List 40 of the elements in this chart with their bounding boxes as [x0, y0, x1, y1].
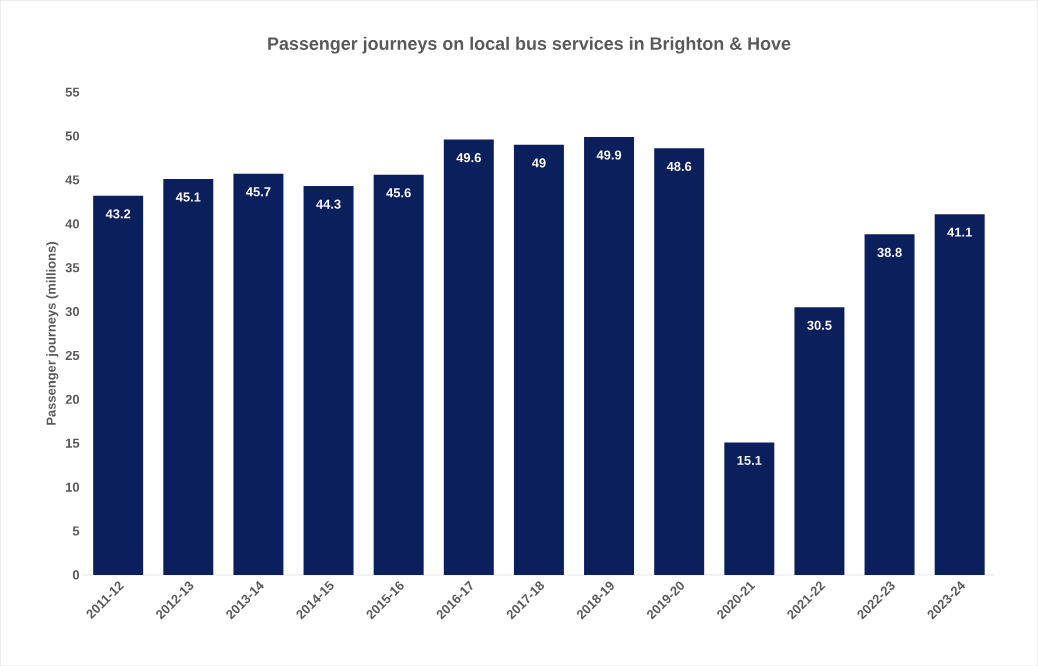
- data-label: 41.1: [947, 227, 972, 237]
- data-label: 45.7: [246, 187, 271, 197]
- y-tick-label: 45: [65, 175, 80, 185]
- bar: [794, 307, 845, 575]
- bar: [443, 139, 494, 575]
- bar: [584, 136, 635, 575]
- bar: [373, 174, 424, 575]
- data-label: 49: [531, 158, 546, 168]
- data-label: 45.1: [175, 192, 201, 202]
- y-tick-label: 0: [72, 570, 80, 580]
- data-label: 45.6: [386, 188, 411, 198]
- bar: [654, 148, 705, 575]
- y-tick-label: 40: [65, 219, 80, 229]
- bar: [163, 179, 214, 575]
- y-tick-label: 50: [65, 131, 80, 141]
- y-tick-label: 10: [65, 482, 80, 492]
- data-label: 48.6: [666, 161, 692, 171]
- y-tick-label: 5: [72, 526, 80, 536]
- chart-title: Passenger journeys on local bus services in Brighton & Hove: [268, 36, 791, 54]
- bar: [934, 214, 985, 575]
- bar: [724, 442, 775, 575]
- data-label: 43.2: [105, 209, 131, 219]
- y-axis-title: Passenger journeys (millions): [46, 242, 59, 425]
- y-tick-label: 30: [65, 306, 80, 317]
- data-label: 44.3: [316, 199, 341, 209]
- bar: [93, 195, 144, 575]
- y-tick-label: 15: [65, 438, 80, 448]
- data-label: 30.5: [807, 320, 832, 330]
- bar: [864, 234, 915, 575]
- y-tick-label: 20: [65, 394, 80, 404]
- bar: [303, 186, 354, 575]
- bar: [513, 144, 564, 575]
- y-tick-label: 35: [65, 263, 80, 273]
- y-tick-label: 55: [65, 87, 80, 97]
- bar: [233, 173, 284, 575]
- data-label: 38.8: [877, 247, 902, 257]
- data-label: 15.1: [737, 455, 762, 465]
- y-tick-label: 25: [65, 350, 80, 361]
- data-label: 49.9: [596, 150, 622, 160]
- data-label: 49.6: [456, 153, 481, 163]
